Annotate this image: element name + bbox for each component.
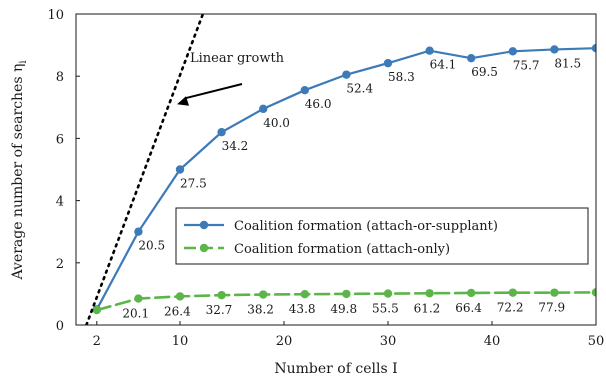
- series-0-point-7: [383, 58, 393, 68]
- series-1-point-8: [425, 289, 434, 298]
- series-0-point-3: [217, 127, 226, 137]
- y-tick-label-4: 8: [56, 70, 64, 85]
- series-0-data-label-7: 58.3: [388, 70, 415, 84]
- series-0-data-label-1: 20.5: [138, 239, 165, 253]
- series-1-point-9: [467, 288, 476, 298]
- legend-swatch-marker-0: [199, 220, 209, 230]
- series-1-point-3: [217, 290, 226, 300]
- series-line-2: [85, 14, 205, 325]
- series-1-data-label-5: 43.8: [289, 302, 316, 316]
- series-1-point-0: [92, 305, 102, 315]
- series-1-point-7: [383, 289, 393, 298]
- series-1-data-label-1: 20.1: [122, 307, 149, 321]
- chart-marks: [85, 14, 596, 325]
- series-1-data-label-6: 49.8: [330, 302, 357, 316]
- series-0-data-label-4: 40.0: [263, 116, 290, 130]
- series-1-data-label-4: 38.2: [247, 303, 274, 317]
- x-tick-label-5: 50: [588, 334, 605, 349]
- series-0-data-label-10: 75.7: [513, 58, 540, 72]
- series-1-point-1: [134, 294, 143, 303]
- chart-axes: 2 10 20 30 40 50 0 2 4 6 8 10: [47, 8, 604, 349]
- series-1-data-label-10: 72.2: [497, 301, 524, 315]
- series-0-point-11: [550, 45, 559, 54]
- y-tick-label-3: 6: [56, 132, 64, 147]
- series-1-data-label-11: 77.9: [538, 301, 565, 315]
- series-1-data-label-3: 32.7: [206, 303, 233, 317]
- series-1-point-2: [175, 292, 185, 301]
- y-tick-label-2: 4: [56, 195, 64, 210]
- series-0-data-label-9: 69.5: [471, 65, 498, 79]
- series-1-point-4: [259, 290, 268, 299]
- series-1-point-5: [300, 290, 309, 299]
- annotation-arrow-head: [177, 96, 189, 106]
- series-0-point-2: [175, 165, 185, 174]
- x-tick-label-2: 20: [276, 334, 293, 349]
- chart-data-labels: 20.5 27.5 34.2 40.0 46.0 52.4 58.3 64.1 69.5 75.7…: [122, 56, 581, 320]
- series-1-point-6: [342, 289, 351, 299]
- series-1-data-label-2: 26.4: [164, 304, 191, 318]
- series-0-data-label-6: 52.4: [346, 82, 373, 96]
- annotation-text: Linear growth: [190, 51, 285, 66]
- series-1-data-label-9: 66.4: [455, 301, 482, 315]
- series-0-data-label-11: 81.5: [554, 56, 581, 70]
- series-1-data-label-8: 61.2: [414, 301, 441, 315]
- series-1-point-12: [591, 288, 596, 297]
- series-0-point-1: [134, 227, 143, 236]
- series-1-data-label-7: 55.5: [372, 302, 399, 316]
- series-0-data-label-2: 27.5: [180, 177, 207, 191]
- series-0-point-9: [467, 53, 476, 63]
- series-0-data-label-5: 46.0: [305, 97, 332, 111]
- y-axis-title-main: Average number of searches η: [10, 64, 26, 281]
- legend-label-0: Coalition formation (attach-or-supplant): [234, 219, 498, 234]
- series-0-point-10: [508, 47, 517, 56]
- series-0-point-6: [342, 70, 351, 79]
- legend-swatch-marker-1: [199, 243, 209, 253]
- chart-legend: Coalition formation (attach-or-supplant)…: [175, 207, 589, 265]
- series-0-point-5: [300, 85, 309, 95]
- x-axis-title: Number of cells I: [274, 361, 397, 377]
- x-tick-label-0: 2: [93, 334, 101, 349]
- plot-frame: [75, 13, 597, 326]
- plot-area: [85, 14, 596, 325]
- series-0-data-label-3: 34.2: [222, 139, 249, 153]
- x-tick-label-1: 10: [172, 334, 189, 349]
- series-0-point-12: [591, 44, 596, 53]
- x-tick-label-3: 30: [380, 334, 397, 349]
- series-0-point-4: [259, 104, 268, 114]
- annotation-arrow-shaft: [184, 83, 243, 100]
- y-axis-title: Average number of searches ηi: [10, 60, 29, 280]
- series-0-data-label-8: 64.1: [430, 58, 457, 72]
- y-tick-label-0: 0: [56, 319, 64, 334]
- legend-box: [175, 207, 589, 265]
- series-1-point-10: [508, 288, 517, 297]
- y-tick-label-5: 10: [47, 8, 64, 23]
- x-tick-label-4: 40: [484, 334, 501, 349]
- legend-label-1: Coalition formation (attach-only): [234, 242, 450, 257]
- chart-annotations: Linear growth: [177, 51, 285, 106]
- y-axis-title-subscript: i: [18, 60, 29, 63]
- series-0-point-8: [425, 46, 434, 55]
- y-tick-label-1: 2: [56, 257, 64, 272]
- series-1-point-11: [550, 288, 559, 297]
